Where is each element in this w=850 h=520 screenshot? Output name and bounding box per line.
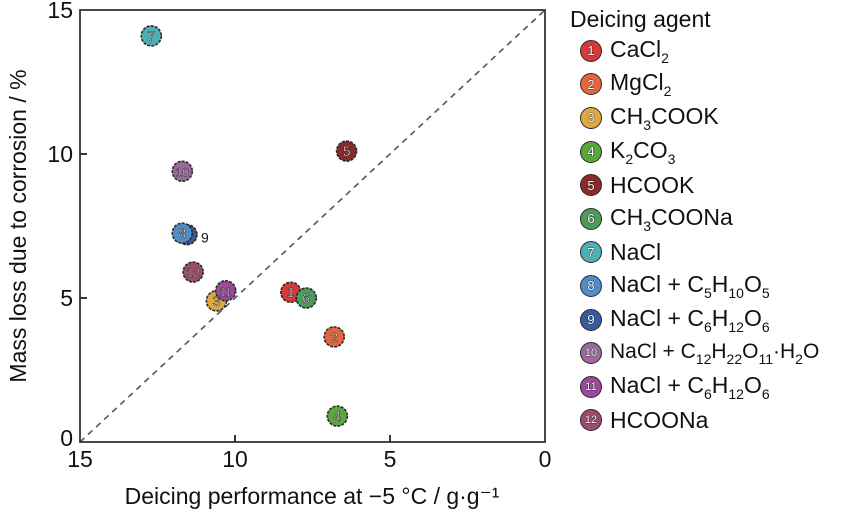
x-tick-label: 15 — [67, 446, 93, 472]
data-point-label-10: 10 — [176, 165, 190, 179]
legend-label: CaCl2 — [610, 35, 669, 66]
legend-item-6: 6 CH3COONa — [568, 202, 819, 236]
y-tick-label: 0 — [60, 425, 73, 451]
point-annotation-label: 9 — [201, 230, 209, 246]
legend-marker-icon: 2 — [580, 73, 602, 96]
legend-item-12: 12 HCOONa — [568, 404, 819, 438]
legend-label: NaCl + C6H12O6 — [610, 371, 770, 402]
data-point-2 — [323, 326, 346, 348]
legend-item-11: 11 NaCl + C6H12O6 — [568, 370, 819, 404]
data-point-label-1: 1 — [287, 284, 295, 300]
legend-marker-icon: 9 — [580, 308, 602, 331]
data-point-6 — [295, 287, 318, 309]
legend-item-1: 1 CaCl2 — [568, 34, 819, 68]
legend-label: NaCl + C5H10O5 — [610, 270, 770, 301]
legend-label: HCOOK — [610, 171, 695, 198]
legend-marker-icon: 4 — [580, 140, 602, 163]
legend-item-2: 2 MgCl2 — [568, 68, 819, 102]
legend-label: HCOONa — [610, 406, 709, 433]
legend-item-3: 3 CH3COOK — [568, 101, 819, 135]
legend-label: CH3COONa — [610, 203, 733, 234]
y-tick-label: 15 — [47, 0, 73, 23]
data-point-label-7: 7 — [147, 28, 155, 44]
legend-item-7: 7 NaCl — [568, 236, 819, 270]
data-point-label-12: 12 — [186, 266, 200, 280]
data-point-5 — [335, 140, 358, 162]
legend-item-9: 9 NaCl + C6H12O6 — [568, 303, 819, 337]
legend-marker-icon: 6 — [580, 207, 602, 230]
legend-label: MgCl2 — [610, 69, 672, 100]
y-tick-label: 5 — [60, 285, 73, 311]
legend-label: CH3COOK — [610, 102, 719, 133]
x-tick-label: 5 — [384, 446, 397, 472]
data-point-11 — [214, 279, 237, 302]
data-point-label-4: 4 — [333, 408, 341, 424]
data-point-10 — [171, 160, 194, 183]
legend-marker-icon: 12 — [580, 409, 602, 432]
data-point-label-6: 6 — [302, 290, 310, 306]
data-point-12 — [182, 261, 204, 283]
legend-item-8: 8 NaCl + C5H10O5 — [568, 269, 819, 303]
legend-label: K2CO3 — [610, 136, 676, 167]
data-point-label-3: 3 — [213, 293, 221, 309]
legend-marker-icon: 11 — [580, 375, 602, 398]
legend-item-4: 4 K2CO3 — [568, 135, 819, 169]
data-point-label-8: 8 — [178, 225, 186, 241]
data-point-label-11: 11 — [219, 285, 232, 299]
plot-frame — [79, 9, 546, 443]
y-tick-label: 10 — [47, 141, 73, 167]
legend-marker-icon: 5 — [580, 174, 602, 197]
x-tick-label: 10 — [222, 446, 248, 472]
legend-marker-icon: 10 — [580, 342, 602, 365]
data-point-label-2: 2 — [330, 329, 338, 345]
data-point-label-5: 5 — [343, 143, 351, 159]
legend-marker-icon: 3 — [580, 106, 602, 129]
legend-label: NaCl + C6H12O6 — [610, 304, 770, 335]
x-axis-label: Deicing performance at −5 °C / g·g⁻¹ — [125, 483, 500, 509]
legend-item-10: 10 NaCl + C12H22O11·H2O — [568, 336, 819, 370]
legend-label: NaCl — [610, 238, 662, 265]
legend-marker-icon: 1 — [580, 39, 602, 62]
legend-title: Deicing agent — [570, 6, 711, 32]
data-point-8 — [171, 222, 194, 244]
reference-diagonal-line — [79, 9, 546, 443]
data-point-4 — [326, 405, 349, 427]
data-point-7 — [140, 25, 163, 47]
y-axis-label: Mass loss due to corrosion / % — [5, 69, 31, 382]
legend-item-5: 5 HCOOK — [568, 168, 819, 202]
x-tick-label: 0 — [539, 446, 552, 472]
legend-marker-icon: 7 — [580, 241, 602, 264]
legend-label: NaCl + C12H22O11·H2O — [610, 339, 820, 367]
legend: Deicing agent 1 CaCl2 2 MgCl2 3 CH3COOK 4 K2CO3… — [568, 4, 819, 437]
legend-marker-icon: 8 — [580, 274, 602, 297]
